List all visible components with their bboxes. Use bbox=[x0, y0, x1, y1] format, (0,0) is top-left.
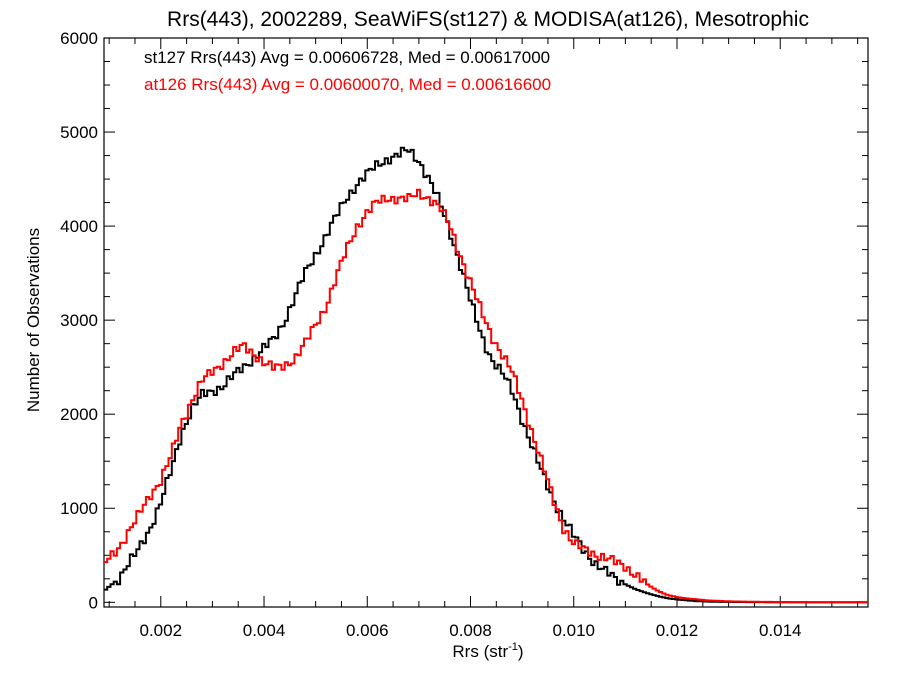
plot-frame bbox=[103, 37, 869, 608]
x-axis-label: Rrs (str-1) bbox=[452, 641, 523, 661]
legend-entry-2: at126 Rrs(443) Avg = 0.00600070, Med = 0… bbox=[144, 75, 551, 94]
y-axis-label: Number of Observations bbox=[24, 228, 43, 412]
x-tick-label: 0.014 bbox=[759, 621, 802, 640]
x-tick-label: 0.002 bbox=[140, 621, 183, 640]
y-tick-label: 4000 bbox=[60, 217, 98, 236]
y-tick-label: 3000 bbox=[60, 311, 98, 330]
axis-tick-labels: 0.002 0.004 0.006 0.008 0.010 0.012 0.014 0 1000… bbox=[60, 29, 801, 640]
plot-border bbox=[103, 37, 869, 608]
legend-entry-1: st127 Rrs(443) Avg = 0.00606728, Med = 0… bbox=[144, 48, 550, 67]
chart-title: Rrs(443), 2002289, SeaWiFS(st127) & MODI… bbox=[167, 8, 809, 31]
x-tick-label: 0.006 bbox=[346, 621, 389, 640]
y-tick-label: 2000 bbox=[60, 405, 98, 424]
x-tick-label: 0.008 bbox=[449, 621, 492, 640]
y-tick-label: 0 bbox=[89, 593, 98, 612]
y-tick-label: 5000 bbox=[60, 123, 98, 142]
series-line-2 bbox=[104, 188, 868, 604]
x-tick-label: 0.010 bbox=[552, 621, 595, 640]
series-layer bbox=[104, 146, 868, 604]
x-tick-label: 0.004 bbox=[243, 621, 286, 640]
legend: st127 Rrs(443) Avg = 0.00606728, Med = 0… bbox=[144, 48, 551, 94]
x-tick-label: 0.012 bbox=[656, 621, 699, 640]
y-tick-label: 1000 bbox=[60, 499, 98, 518]
series-line-1 bbox=[104, 146, 868, 604]
y-tick-label: 6000 bbox=[60, 29, 98, 48]
